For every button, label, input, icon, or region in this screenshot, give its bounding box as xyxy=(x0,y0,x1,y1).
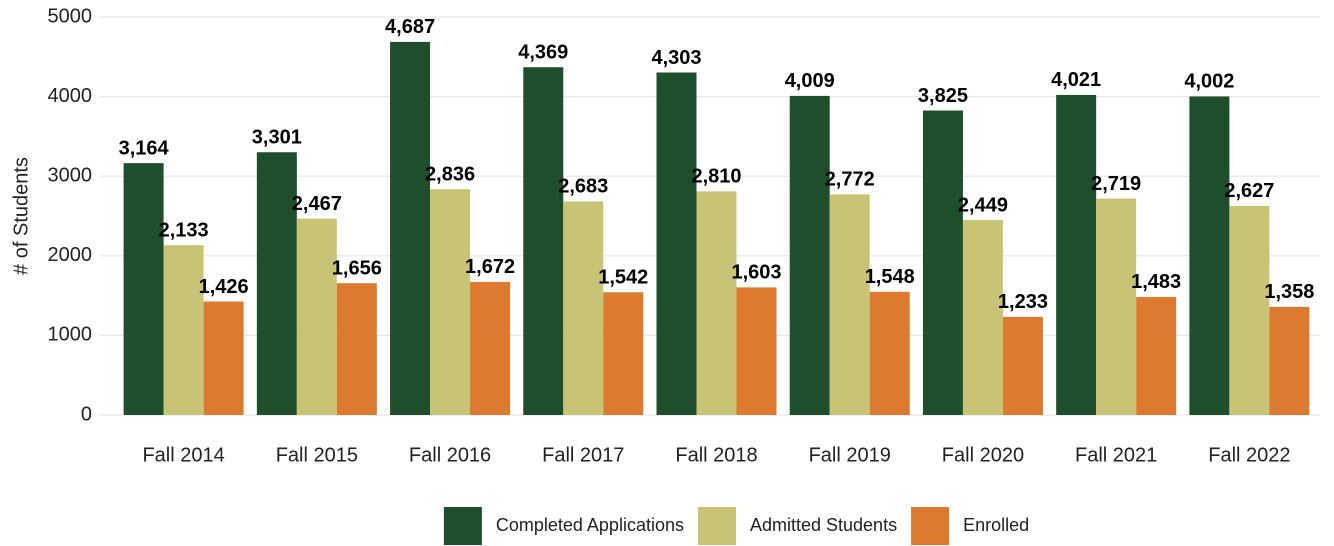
value-label: 3,301 xyxy=(252,127,302,149)
value-label: 2,133 xyxy=(159,219,209,241)
bar xyxy=(430,189,471,415)
y-axis-label: # of Students xyxy=(10,157,32,275)
value-label: 4,303 xyxy=(651,47,701,69)
value-label: 4,002 xyxy=(1184,71,1234,93)
value-label: 2,810 xyxy=(691,166,741,188)
value-label: 3,164 xyxy=(119,137,170,159)
y-tick-label: 1000 xyxy=(48,324,93,346)
bar xyxy=(203,301,244,415)
bar xyxy=(390,41,431,416)
legend-swatch xyxy=(697,507,736,545)
bar xyxy=(656,72,697,415)
bar xyxy=(922,110,963,415)
bar xyxy=(1096,198,1137,415)
bar xyxy=(523,67,564,415)
value-label: 2,772 xyxy=(825,169,875,191)
value-label: 1,603 xyxy=(731,262,781,284)
legend-swatch xyxy=(911,507,950,545)
bar xyxy=(1189,96,1230,416)
bar xyxy=(696,191,737,415)
y-tick-label: 2000 xyxy=(48,244,93,266)
x-tick-label: Fall 2019 xyxy=(809,444,891,466)
x-tick-label: Fall 2016 xyxy=(409,444,491,466)
bar xyxy=(1269,306,1310,415)
x-tick-label: Fall 2021 xyxy=(1075,444,1157,466)
bar xyxy=(1229,205,1270,415)
bar xyxy=(869,291,910,415)
value-label: 2,449 xyxy=(958,194,1008,216)
legend-label: Enrolled xyxy=(963,515,1029,535)
value-label: 4,687 xyxy=(385,16,435,38)
value-label: 1,426 xyxy=(199,276,249,298)
x-tick-label: Fall 2020 xyxy=(942,444,1024,466)
bar xyxy=(563,201,604,415)
bar xyxy=(470,281,511,415)
value-label: 4,369 xyxy=(518,42,568,64)
value-label: 1,548 xyxy=(865,266,915,288)
y-tick-label: 4000 xyxy=(48,85,93,107)
value-label: 4,021 xyxy=(1051,69,1101,91)
bar xyxy=(736,287,777,415)
bar xyxy=(256,152,297,415)
value-label: 1,656 xyxy=(332,257,382,279)
legend-label: Completed Applications xyxy=(496,515,684,535)
value-label: 1,358 xyxy=(1264,281,1314,303)
value-label: 1,542 xyxy=(598,267,648,289)
value-label: 1,483 xyxy=(1131,271,1181,293)
value-label: 3,825 xyxy=(918,85,968,107)
bar xyxy=(603,292,644,415)
y-tick-label: 5000 xyxy=(48,5,93,27)
y-tick-label: 0 xyxy=(81,403,92,425)
x-tick-label: Fall 2018 xyxy=(675,444,757,466)
value-label: 1,233 xyxy=(998,291,1048,313)
value-label: 2,836 xyxy=(425,164,475,186)
value-label: 2,719 xyxy=(1091,173,1141,195)
value-label: 1,672 xyxy=(465,256,515,278)
bar xyxy=(163,245,204,415)
bar xyxy=(336,283,377,415)
bar xyxy=(1136,296,1177,415)
bar xyxy=(829,194,870,415)
legend-label: Admitted Students xyxy=(750,515,897,535)
bar xyxy=(789,95,830,415)
bar xyxy=(962,220,1003,415)
legend-swatch xyxy=(443,507,482,545)
value-label: 2,467 xyxy=(292,193,342,215)
bar xyxy=(1056,94,1097,415)
x-tick-label: Fall 2017 xyxy=(542,444,624,466)
x-tick-label: Fall 2022 xyxy=(1208,444,1290,466)
y-tick-label: 3000 xyxy=(48,164,93,186)
bar xyxy=(1002,316,1043,415)
bar xyxy=(296,218,337,415)
value-label: 2,683 xyxy=(558,176,608,198)
value-label: 4,009 xyxy=(785,70,835,92)
bar xyxy=(123,163,164,415)
x-tick-label: Fall 2014 xyxy=(142,444,224,466)
x-tick-label: Fall 2015 xyxy=(276,444,358,466)
value-label: 2,627 xyxy=(1224,180,1274,202)
